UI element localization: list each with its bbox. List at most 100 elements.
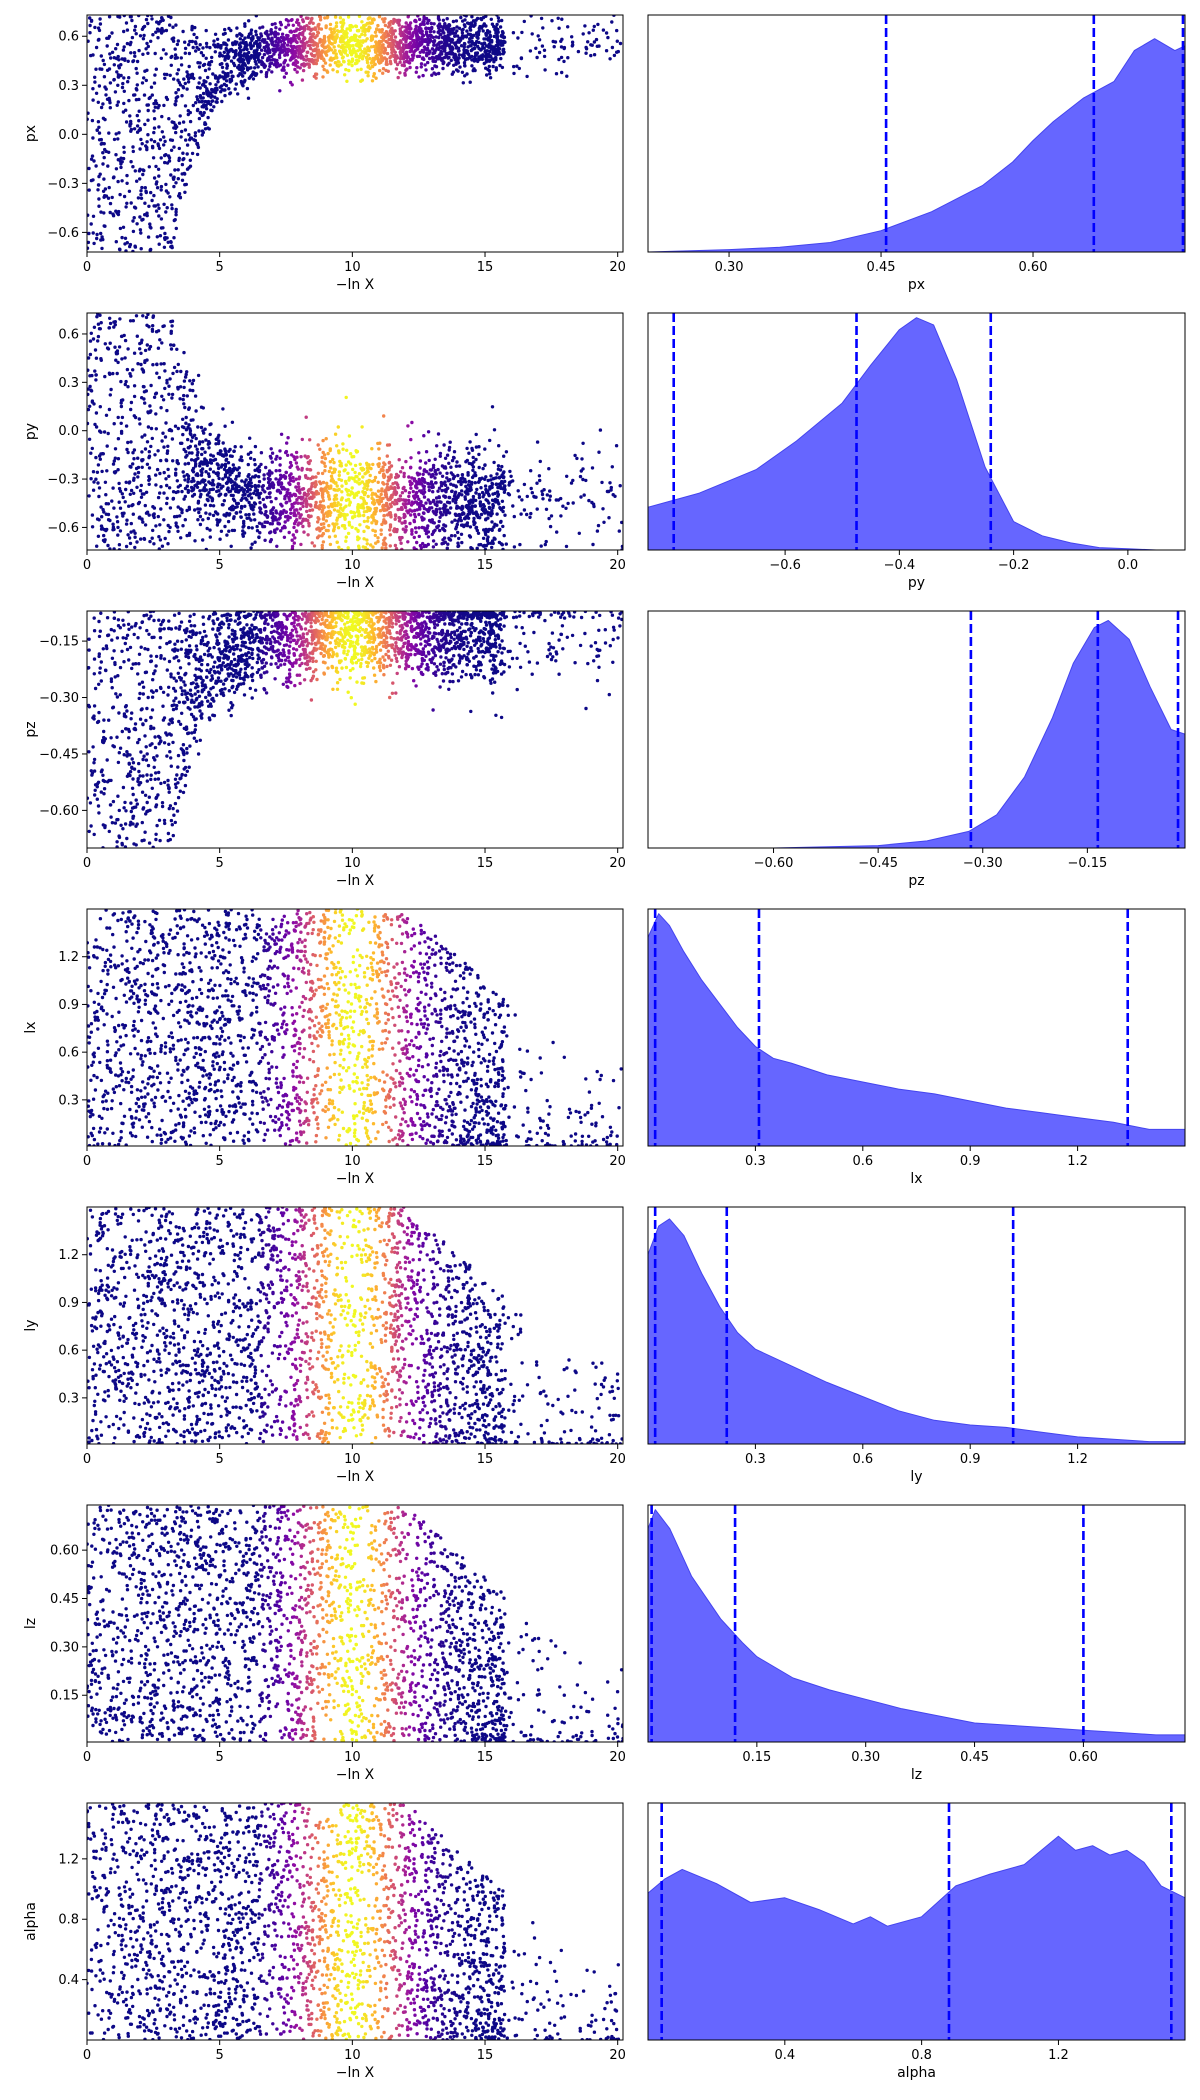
scatter-point (459, 15, 463, 20)
scatter-point (356, 44, 361, 48)
scatter-point (115, 520, 120, 524)
scatter-point (313, 42, 318, 47)
scatter-point (251, 508, 255, 512)
scatter-point (162, 202, 166, 206)
scatter-point (165, 449, 170, 453)
scatter-point (223, 71, 227, 76)
scatter-point (262, 503, 267, 507)
scatter-point (114, 56, 119, 61)
scatter-point (286, 514, 290, 518)
scatter-point (581, 32, 585, 36)
scatter-point (136, 475, 140, 479)
scatter-point (122, 89, 126, 94)
scatter-point (179, 135, 183, 139)
scatter-point (562, 45, 567, 50)
scatter-point (426, 36, 430, 41)
scatter-point (477, 452, 481, 457)
scatter-point (195, 141, 200, 146)
scatter-point (242, 48, 246, 52)
scatter-point (258, 26, 262, 30)
scatter-point (454, 464, 459, 468)
scatter-point (119, 63, 123, 67)
scatter-point (162, 103, 166, 108)
scatter-point (117, 247, 122, 251)
scatter-point (422, 495, 427, 499)
scatter-point (339, 52, 344, 56)
scatter-point (419, 546, 423, 550)
scatter-point (336, 509, 340, 513)
scatter-point (145, 440, 150, 444)
scatter-point (188, 158, 192, 162)
scatter-point (328, 58, 332, 62)
scatter-point (321, 495, 325, 500)
posterior-density (648, 15, 1185, 252)
scatter-point (178, 196, 183, 200)
scatter-point (121, 57, 125, 61)
scatter-point (119, 162, 123, 166)
scatter-point (129, 122, 133, 126)
scatter-point (123, 338, 128, 343)
scatter-point (338, 506, 343, 510)
scatter-point (156, 495, 161, 500)
scatter-point (408, 26, 412, 31)
scatter-point (494, 56, 498, 60)
scatter-point (111, 462, 116, 466)
scatter-point (454, 513, 458, 518)
scatter-point (355, 68, 360, 72)
scatter-point (88, 23, 92, 28)
scatter-point (333, 534, 337, 538)
scatter-point (99, 231, 103, 236)
scatter-point (316, 443, 320, 447)
scatter-point (227, 26, 231, 31)
scatter-point (429, 35, 434, 39)
scatter-point (157, 214, 161, 218)
scatter-point (104, 413, 109, 417)
scatter-point (418, 23, 423, 27)
scatter-point (402, 471, 406, 476)
scatter-point (144, 511, 149, 515)
scatter-point (126, 385, 130, 389)
scatter-point (499, 56, 503, 61)
scatter-point (182, 497, 186, 501)
scatter-point (200, 105, 204, 109)
scatter-point (388, 465, 392, 470)
scatter-point (161, 226, 165, 230)
scatter-point (596, 22, 600, 27)
scatter-point (425, 53, 429, 58)
scatter-point (93, 369, 97, 373)
scatter-point (259, 32, 263, 36)
scatter-point (324, 519, 328, 523)
scatter-point (262, 473, 266, 477)
scatter-point (407, 60, 411, 65)
scatter-point (297, 50, 301, 54)
scatter-point (421, 484, 425, 488)
scatter-point (362, 537, 366, 541)
scatter-point (427, 458, 431, 463)
scatter-point (133, 245, 138, 249)
scatter-point (592, 53, 597, 57)
scatter-point (111, 528, 115, 532)
scatter-point (431, 509, 435, 514)
scatter-point (348, 28, 353, 32)
scatter-point (195, 85, 200, 90)
scatter-point (241, 529, 245, 533)
scatter-point (143, 360, 147, 365)
scatter-point (239, 79, 243, 84)
scatter-point (200, 83, 205, 87)
scatter-point (229, 59, 234, 63)
scatter-point (471, 455, 475, 460)
scatter-point (238, 45, 243, 49)
scatter-point (215, 485, 220, 489)
scatter-point (114, 132, 118, 136)
scatter-point (477, 26, 481, 30)
scatter-point (206, 75, 210, 80)
scatter-point (177, 158, 181, 163)
scatter-point (280, 32, 285, 36)
scatter-point (409, 437, 413, 442)
scatter-point (436, 432, 441, 436)
scatter-point (575, 456, 579, 461)
scatter-point (404, 525, 408, 529)
scatter-point (225, 533, 229, 537)
scatter-point (144, 389, 148, 393)
scatter-point (386, 497, 390, 501)
